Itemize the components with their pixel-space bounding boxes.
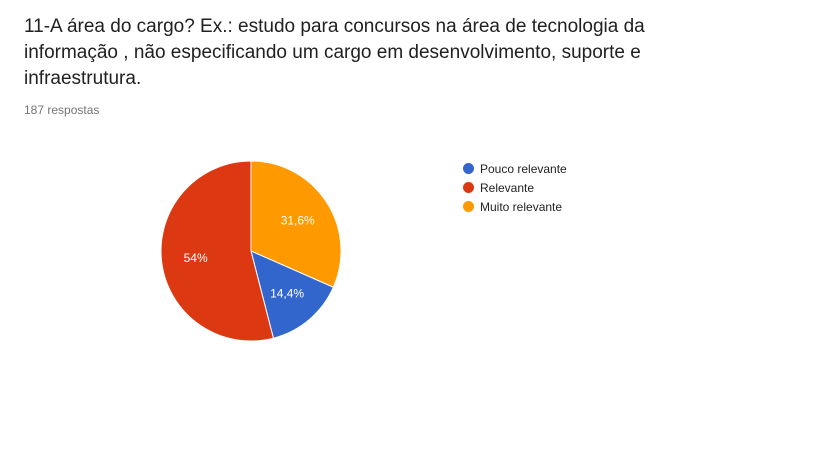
- pie-slice-label: 31,6%: [281, 214, 315, 228]
- legend-item[interactable]: Relevante: [463, 178, 567, 197]
- pie-slice-pouco-relevante[interactable]: [250, 250, 335, 339]
- pie-slice-relevante[interactable]: [160, 160, 274, 342]
- pie-slices: [160, 160, 342, 342]
- legend-item[interactable]: Pouco relevante: [463, 159, 567, 178]
- response-count: 187 respostas: [24, 103, 100, 117]
- chart-legend: Pouco relevante Relevante Muito relevante: [463, 159, 567, 216]
- legend-item[interactable]: Muito relevante: [463, 197, 567, 216]
- pie-slice-labels: 31,6% 14,4% 54%: [184, 214, 315, 301]
- pie-slice-label: 54%: [184, 251, 208, 265]
- legend-swatch-icon: [463, 182, 474, 193]
- legend-label: Relevante: [480, 180, 535, 195]
- legend-swatch-icon: [463, 201, 474, 212]
- legend-swatch-icon: [463, 163, 474, 174]
- question-title: 11-A área do cargo? Ex.: estudo para con…: [24, 16, 645, 89]
- pie-slice-label: 14,4%: [270, 287, 304, 301]
- legend-label: Pouco relevante: [480, 161, 567, 176]
- pie-slice-muito-relevante[interactable]: [250, 160, 342, 288]
- legend-label: Muito relevante: [480, 199, 563, 214]
